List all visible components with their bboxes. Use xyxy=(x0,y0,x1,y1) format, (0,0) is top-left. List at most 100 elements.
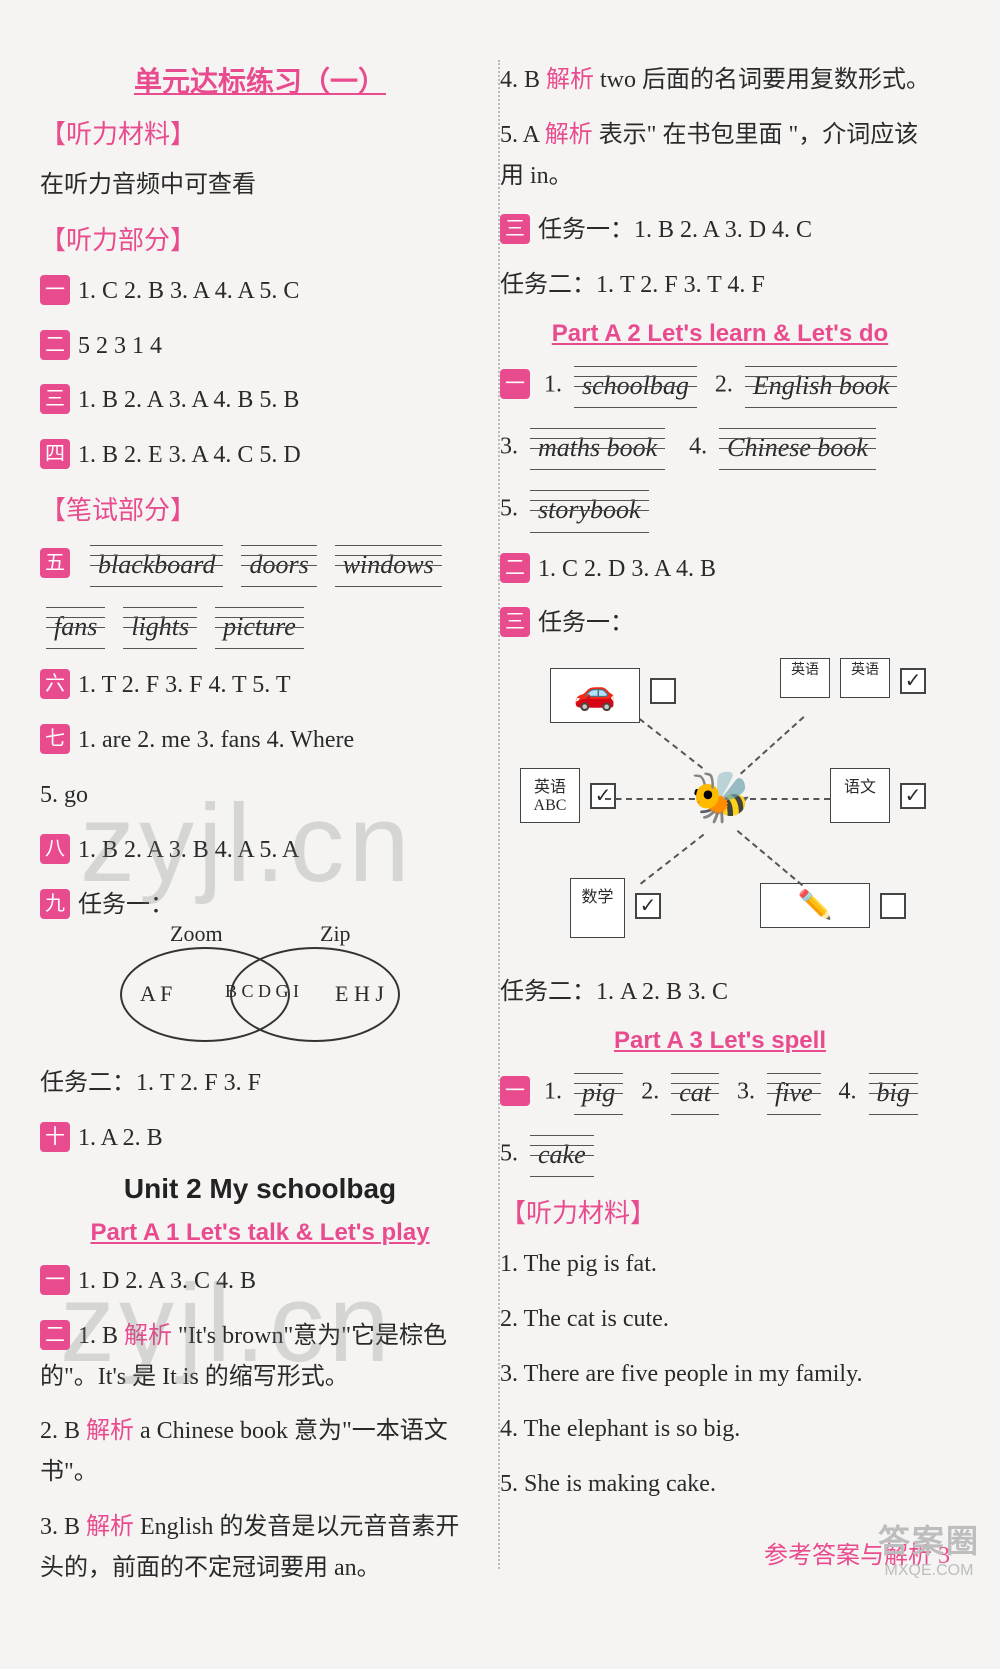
num-5: 五 xyxy=(40,548,70,578)
word: cake xyxy=(530,1131,594,1179)
analysis-label: 解析 xyxy=(86,1514,134,1540)
word: picture xyxy=(215,603,304,651)
word: big xyxy=(869,1069,918,1117)
answers: 5 2 3 1 4 xyxy=(78,333,162,359)
corner-logo: 答案圈 MXQE.COM xyxy=(878,1516,980,1580)
edge xyxy=(740,716,805,774)
book1-node: 英语 xyxy=(780,658,830,698)
words-row3: 5. storybook xyxy=(500,486,940,534)
word: English book xyxy=(745,362,898,410)
chn-check: ✓ xyxy=(900,783,926,809)
num-4: 四 xyxy=(40,439,70,469)
logo-text: 答案圈 xyxy=(878,1516,980,1562)
case-check xyxy=(880,893,906,919)
edge xyxy=(639,718,703,769)
ans: 4. B xyxy=(500,67,546,93)
r-row3b: 任务二：1. T 2. F 3. T 4. F xyxy=(500,265,940,306)
right-column: 4. B 解析 two 后面的名词要用复数形式。 5. A 解析 表示" 在书包… xyxy=(500,60,940,1589)
word: blackboard xyxy=(90,541,223,589)
row-9: 九任务一： xyxy=(40,885,480,926)
book1-check: ✓ xyxy=(900,668,926,694)
num: 一 xyxy=(40,1265,70,1295)
unit-practice-title: 单元达标练习（一） xyxy=(40,60,480,100)
words-row1: 一 1. schoolbag 2. English book xyxy=(500,362,940,410)
num-3: 三 xyxy=(500,607,530,637)
words-row2: 3. maths book 4. Chinese book xyxy=(500,424,940,472)
edge xyxy=(605,798,695,800)
analysis-label: 解析 xyxy=(546,67,594,93)
listening-material-text: 在听力音频中可查看 xyxy=(40,165,480,206)
task2-row: 任务二：1. A 2. B 3. C xyxy=(500,972,940,1013)
edge xyxy=(737,830,803,886)
edge xyxy=(640,834,704,885)
car-check xyxy=(650,678,676,704)
answers: 1. C 2. B 3. A 4. A 5. C xyxy=(78,278,299,304)
num-1: 一 xyxy=(500,369,530,399)
chn-node: 语文 xyxy=(830,768,890,823)
num-9: 九 xyxy=(40,889,70,919)
answers: 1. B 2. A 3. B 4. A 5. A xyxy=(78,837,299,863)
lm2: 2. The cat is cute. xyxy=(500,1299,940,1340)
answers: 1. B 2. E 3. A 4. C 5. D xyxy=(78,442,301,468)
a1-row3: 2. B 解析 a Chinese book 意为"一本语文书"。 xyxy=(40,1411,480,1493)
a1-row4: 3. B 解析 English 的发音是以元音音素开头的，前面的不定冠词要用 a… xyxy=(40,1507,480,1589)
eng-check: ✓ xyxy=(590,783,616,809)
num-3: 三 xyxy=(500,214,530,244)
word: cat xyxy=(671,1069,719,1117)
bag-icon: 🐝 xyxy=(690,768,752,827)
listening-material-heading: 【听力材料】 xyxy=(40,114,480,151)
unit-2-title: Unit 2 My schoolbag xyxy=(40,1173,480,1205)
num-7: 七 xyxy=(40,724,70,754)
a1-row2: 二1. B 解析 "It's brown"意为"它是棕色的"。It's 是 It… xyxy=(40,1316,480,1398)
spell-row2: 5. cake xyxy=(500,1131,940,1179)
a1-row1: 一 1. D 2. A 3. C 4. B xyxy=(40,1261,480,1302)
word: fans xyxy=(46,603,105,651)
num-2: 二 xyxy=(500,553,530,583)
analysis-label: 解析 xyxy=(545,122,593,148)
answer-row: 二 5 2 3 1 4 xyxy=(40,326,480,367)
num-2: 二 xyxy=(40,330,70,360)
answers: 1. T 2. F 3. F 4. T 5. T xyxy=(78,672,291,698)
r-row2: 5. A 解析 表示" 在书包里面 "，介词应该用 in。 xyxy=(500,115,940,197)
num-3: 三 xyxy=(40,384,70,414)
task1-label: 任务一： xyxy=(78,892,174,918)
r-row3: 三任务一：1. B 2. A 3. D 4. C xyxy=(500,210,940,251)
explanation: two 后面的名词要用复数形式。 xyxy=(594,67,930,93)
word: windows xyxy=(335,541,442,589)
logo-url: MXQE.COM xyxy=(878,1562,980,1580)
lm3: 3. There are five people in my family. xyxy=(500,1354,940,1395)
car-node: 🚗 xyxy=(550,668,640,723)
answer-row: 一1. C 2. B 3. A 4. A 5. C xyxy=(40,271,480,312)
venn-diagram: Zoom Zip A F B C D G I E H J xyxy=(90,939,450,1049)
answer-row: 六 1. T 2. F 3. F 4. T 5. T xyxy=(40,665,480,706)
part-a3-title: Part A 3 Let's spell xyxy=(500,1027,940,1055)
answer-row: 七1. are 2. me 3. fans 4. Where xyxy=(40,720,480,761)
venn-left-text: A F xyxy=(140,981,172,1007)
num-10: 十 xyxy=(40,1122,70,1152)
label: 任务一： xyxy=(538,610,634,636)
num-6: 六 xyxy=(40,669,70,699)
answer-row: 二 1. C 2. D 3. A 4. B xyxy=(500,549,940,590)
answers: 1. D 2. A 3. C 4. B xyxy=(78,1268,256,1294)
lm5: 5. She is making cake. xyxy=(500,1464,940,1505)
venn-right-text: E H J xyxy=(335,981,384,1007)
answer-row: 四 1. B 2. E 3. A 4. C 5. D xyxy=(40,435,480,476)
word: pig xyxy=(574,1069,623,1117)
word: storybook xyxy=(530,486,649,534)
left-column: 单元达标练习（一） 【听力材料】 在听力音频中可查看 【听力部分】 一1. C … xyxy=(40,60,480,1589)
answer-row: 三1. B 2. A 3. A 4. B 5. B xyxy=(40,380,480,421)
row-5: 五 blackboard doors windows xyxy=(40,541,480,589)
answer-row: 十1. A 2. B xyxy=(40,1118,480,1159)
r-row1: 4. B 解析 two 后面的名词要用复数形式。 xyxy=(500,60,940,101)
ans: 1. B xyxy=(78,1323,124,1349)
word: five xyxy=(767,1069,821,1117)
venn-zoom: Zoom xyxy=(170,921,223,947)
analysis-label: 解析 xyxy=(124,1323,172,1349)
task1-heading: 三任务一： xyxy=(500,603,940,644)
num-1: 一 xyxy=(500,1076,530,1106)
edge xyxy=(750,798,830,800)
answers: 1. C 2. D 3. A 4. B xyxy=(538,556,716,582)
task2-row: 任务二：1. T 2. F 3. F xyxy=(40,1063,480,1104)
analysis-label: 解析 xyxy=(86,1418,134,1444)
word: doors xyxy=(241,541,316,589)
